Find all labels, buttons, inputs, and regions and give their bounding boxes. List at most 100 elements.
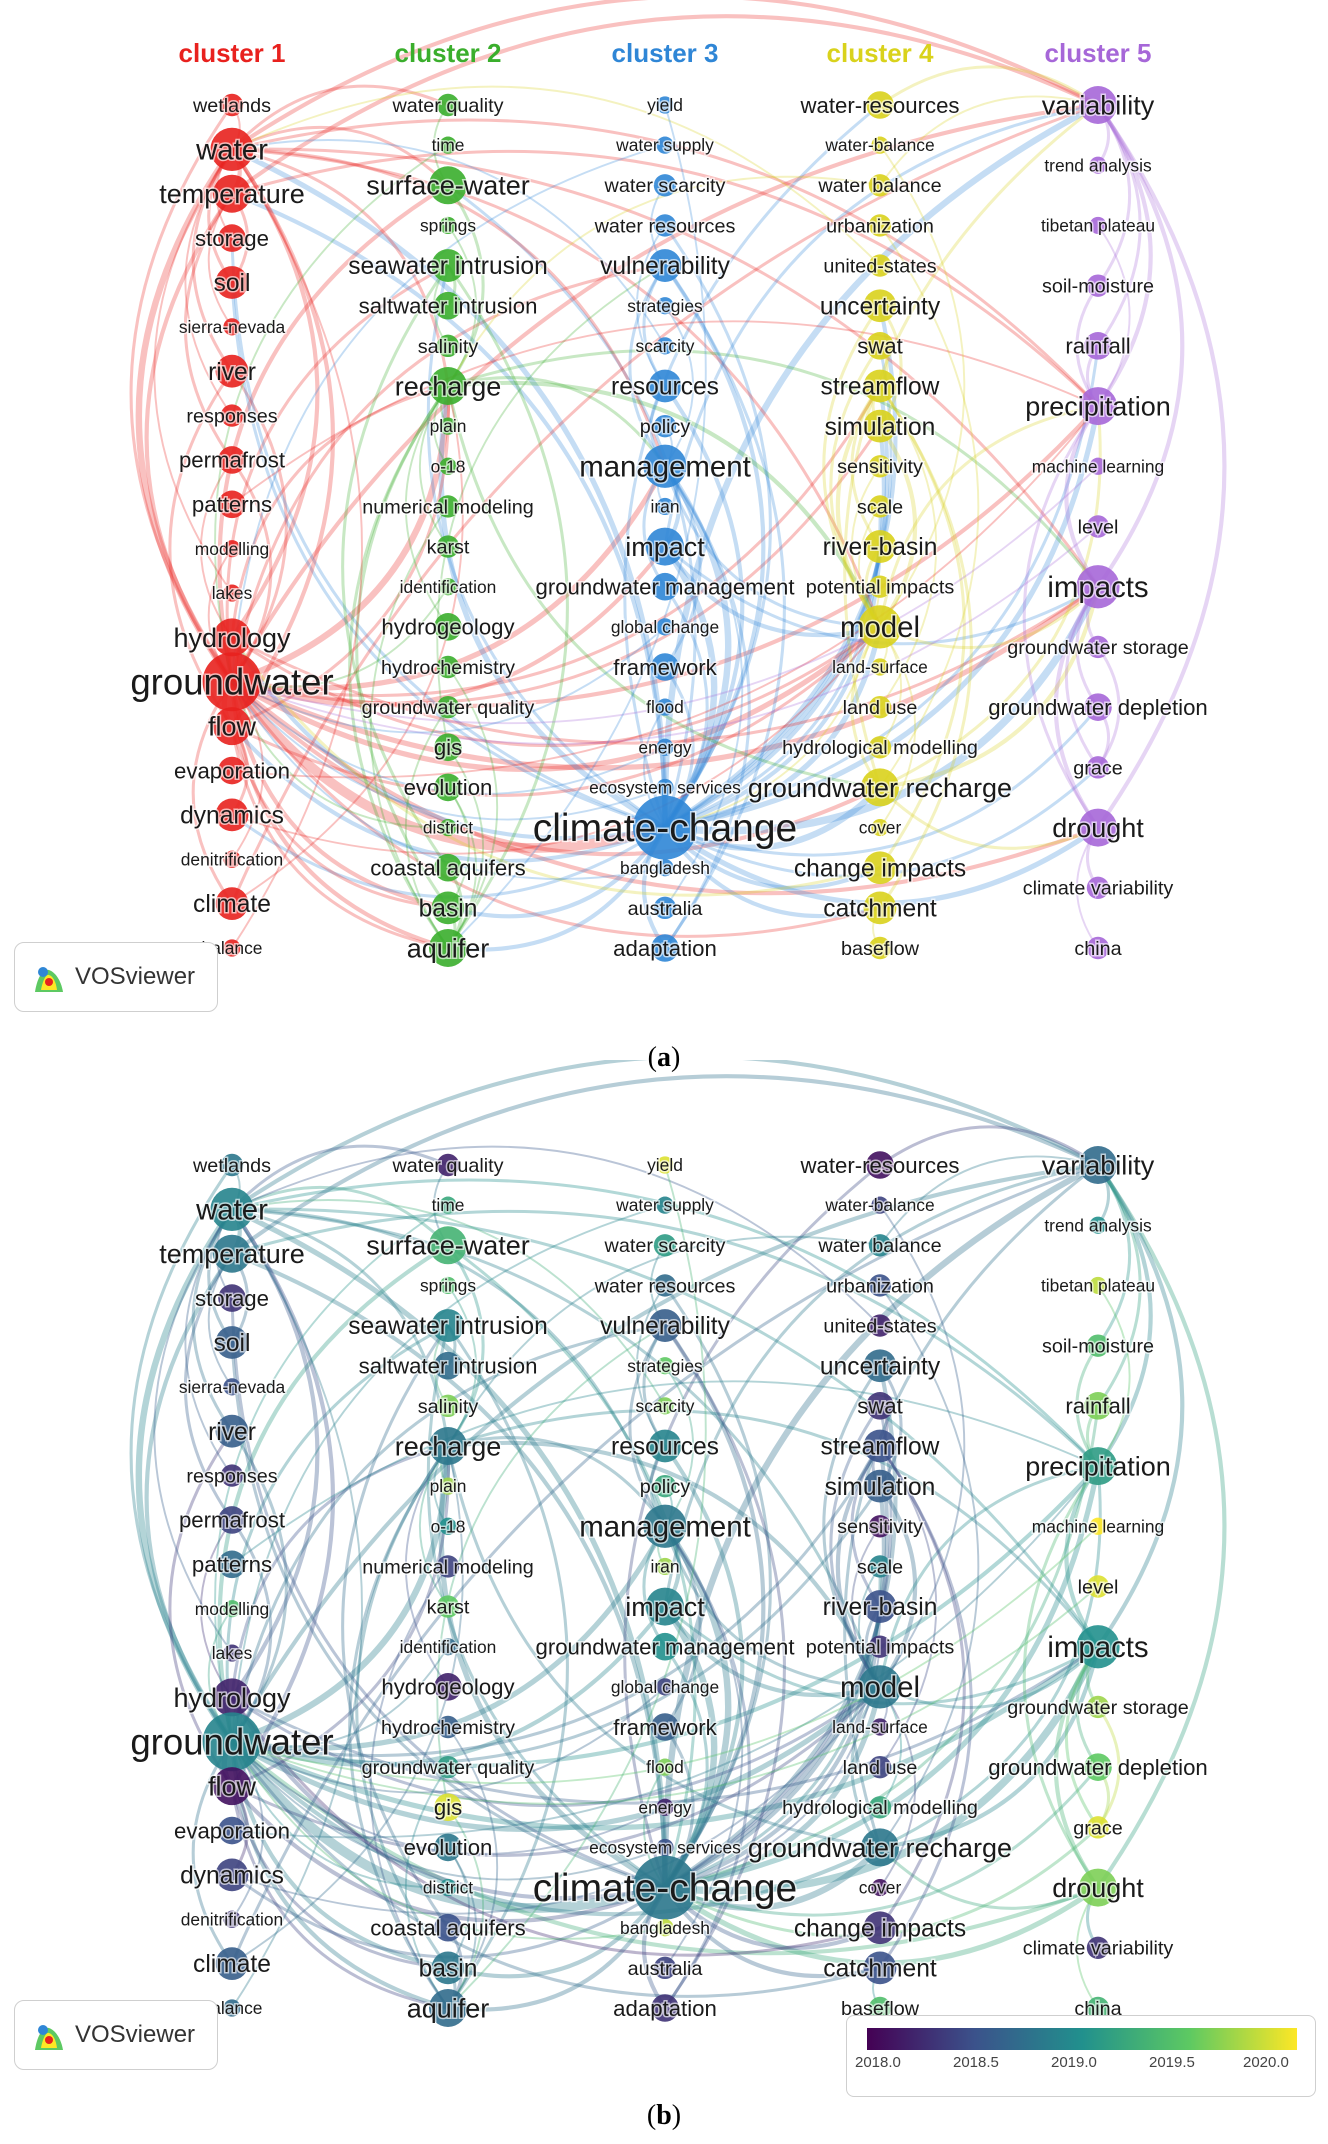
node-label: sensitivity (837, 456, 923, 478)
node-label: energy (638, 1797, 691, 1817)
node-label: impact (625, 532, 705, 562)
network-link (231, 1465, 1099, 1839)
node-label: surface-water (366, 1231, 530, 1261)
network-link (230, 147, 668, 828)
node-label: springs (420, 216, 476, 236)
network-link (664, 1606, 883, 1890)
network-link (231, 625, 881, 748)
node-label: impact (625, 1592, 705, 1622)
caption-a: (a) (647, 1042, 681, 1073)
network-link (663, 1444, 745, 1889)
node-bubble (871, 1718, 889, 1736)
network-link (879, 95, 1099, 186)
network-link (231, 1208, 363, 2009)
node-label: climate variability (1023, 1938, 1174, 1960)
network-link (628, 1324, 667, 1528)
node-label: climate-change (533, 1867, 797, 1910)
node-label: water-resources (799, 1153, 959, 1178)
node-label: united-states (823, 1316, 936, 1338)
node-label: dynamics (180, 1863, 284, 1890)
network-link (230, 1208, 335, 1788)
network-link (878, 424, 918, 629)
node-bubble (868, 1755, 892, 1779)
node-bubble (220, 1464, 244, 1487)
node-label: water (195, 1194, 268, 1227)
year-overlay-network-graph: wetlands water temperature storage soil sierr… (129, 1060, 1227, 2027)
network-link (230, 1444, 449, 1698)
node-label: water supply (615, 1195, 714, 1215)
node-label: iran (651, 497, 680, 517)
network-link (879, 1445, 938, 1768)
node-label: change impacts (794, 1915, 966, 1942)
network-link (228, 1738, 667, 1913)
network-link (231, 626, 881, 855)
node-label: flow (208, 712, 257, 742)
node-label: saltwater intrusion (359, 293, 538, 318)
node-label: ecosystem services (589, 778, 741, 798)
node-label: tibetan plateau (1041, 1276, 1155, 1296)
vosviewer-icon (35, 967, 63, 992)
node-label: precipitation (1025, 1452, 1171, 1482)
network-link (663, 264, 786, 949)
node-bubble (651, 653, 679, 681)
node-bubble (653, 1956, 677, 1980)
node-label: responses (186, 1466, 277, 1488)
node-label: hydrochemistry (381, 1717, 515, 1739)
node-label: coastal aquifers (370, 855, 525, 880)
node-bubble (656, 1557, 674, 1576)
node-bubble (218, 224, 246, 252)
node-label: soil (214, 1330, 251, 1357)
node-bubble (223, 1910, 241, 1928)
network-link (843, 1163, 1099, 1848)
network-link (230, 282, 666, 830)
node-label: management (579, 1511, 751, 1544)
network-link (405, 385, 449, 628)
node-bubble (633, 1855, 697, 1920)
node-bubble (656, 1196, 674, 1214)
network-link (822, 304, 882, 628)
node-bubble (223, 1378, 241, 1396)
network-link (231, 1207, 450, 1447)
node-bubble (868, 1555, 892, 1578)
network-link (878, 385, 973, 909)
node-label: soil-moisture (1042, 1336, 1154, 1358)
node-bubble (651, 1632, 679, 1661)
node-label: karst (427, 1597, 470, 1619)
network-link (231, 625, 882, 797)
network-link (447, 1726, 499, 2009)
network-link (663, 465, 702, 668)
node-label: china (1074, 938, 1121, 960)
node-bubble (1084, 1753, 1112, 1781)
node-bubble (436, 1715, 460, 1739)
network-link (231, 1525, 668, 1751)
node-label: denitrification (181, 1909, 283, 1929)
node-label: hydrological modelling (782, 737, 978, 759)
network-link (664, 585, 1102, 835)
node-label: level (1078, 1576, 1119, 1598)
network-link (231, 404, 1100, 709)
network-link (426, 1325, 666, 1889)
node-bubble (648, 1309, 682, 1342)
node-label: yield (647, 1155, 683, 1175)
node-label: resources (611, 1434, 719, 1461)
network-link (664, 1405, 1100, 1890)
network-link (879, 224, 980, 788)
node-bubble (434, 1793, 462, 1822)
network-link (663, 384, 745, 829)
node-label: groundwater depletion (988, 1755, 1208, 1780)
node-label: model (840, 611, 920, 644)
network-link (1096, 104, 1142, 347)
network-link (663, 826, 881, 919)
node-bubble (218, 1816, 246, 1845)
node-label: time (432, 1195, 465, 1215)
node-label: seawater intrusion (348, 253, 548, 280)
node-bubble (436, 1555, 460, 1578)
node-bubble (215, 1326, 249, 1359)
node-bubble (656, 738, 674, 756)
network-link (231, 1686, 881, 1915)
network-link (184, 1208, 233, 1477)
network-link (230, 1644, 1100, 1831)
node-bubble (1089, 216, 1107, 235)
node-label: adaptation (613, 936, 717, 961)
node-bubble (656, 297, 674, 315)
